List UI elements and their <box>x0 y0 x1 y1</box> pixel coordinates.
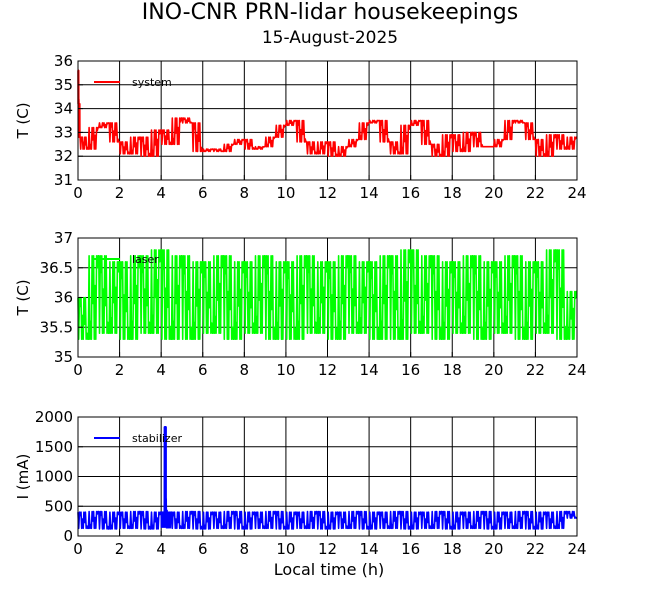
x-tick-label: 2 <box>115 361 125 379</box>
x-tick-label: 4 <box>156 184 166 202</box>
x-tick-label: 0 <box>73 184 83 202</box>
y-tick-label: 32 <box>54 147 73 165</box>
x-tick-label: 4 <box>156 540 166 558</box>
x-tick-label: 12 <box>318 361 337 379</box>
x-tick-label: 8 <box>240 184 250 202</box>
x-tick-label: 14 <box>360 361 379 379</box>
x-tick-label: 18 <box>443 540 462 558</box>
y-tick-label: 35 <box>54 76 73 94</box>
y-axis-label: I (mA) <box>14 454 32 500</box>
chart-subtitle: 15-August-2025 <box>261 28 399 48</box>
y-tick-label: 31 <box>54 171 73 189</box>
x-tick-label: 0 <box>73 361 83 379</box>
x-tick-label: 14 <box>360 540 379 558</box>
x-tick-label: 20 <box>484 540 503 558</box>
x-tick-label: 24 <box>567 361 586 379</box>
y-tick-label: 2000 <box>35 408 73 426</box>
system-series-line <box>77 69 578 157</box>
x-tick-label: 22 <box>526 184 545 202</box>
x-tick-label: 20 <box>484 184 503 202</box>
y-tick-label: 37 <box>54 229 73 247</box>
x-tick-label: 0 <box>73 540 83 558</box>
y-tick-label: 1500 <box>35 438 73 456</box>
x-tick-label: 14 <box>360 184 379 202</box>
y-tick-label: 33 <box>54 123 73 141</box>
x-tick-label: 10 <box>276 540 295 558</box>
x-tick-label: 6 <box>198 184 208 202</box>
x-tick-label: 8 <box>240 361 250 379</box>
stabilizer-series-line <box>77 426 578 530</box>
y-tick-label: 36 <box>54 289 73 307</box>
y-tick-label: 1000 <box>35 468 73 486</box>
y-tick-label: 35.5 <box>40 318 73 336</box>
laser-series-line <box>77 249 578 341</box>
y-tick-label: 0 <box>63 527 73 545</box>
x-tick-label: 8 <box>240 540 250 558</box>
y-tick-label: 36 <box>54 52 73 70</box>
legend-label-system: system <box>132 76 172 89</box>
x-tick-label: 2 <box>115 540 125 558</box>
x-tick-label: 4 <box>156 361 166 379</box>
x-tick-label: 10 <box>276 361 295 379</box>
x-tick-label: 16 <box>401 540 420 558</box>
chart-title: INO-CNR PRN-lidar housekeepings <box>141 0 519 25</box>
x-tick-label: 16 <box>401 361 420 379</box>
y-tick-label: 35 <box>54 348 73 366</box>
y-tick-label: 34 <box>54 100 73 118</box>
y-tick-label: 500 <box>44 497 73 515</box>
x-tick-label: 6 <box>198 361 208 379</box>
x-tick-label: 22 <box>526 361 545 379</box>
legend-label-stabilizer: stabilizer <box>132 432 182 445</box>
x-tick-label: 22 <box>526 540 545 558</box>
x-tick-label: 2 <box>115 184 125 202</box>
y-axis-label: T (C) <box>14 279 32 316</box>
y-tick-label: 36.5 <box>40 259 73 277</box>
x-tick-label: 20 <box>484 361 503 379</box>
y-axis-label: T (C) <box>14 102 32 139</box>
x-tick-label: 18 <box>443 184 462 202</box>
x-tick-label: 12 <box>318 184 337 202</box>
x-tick-label: 18 <box>443 361 462 379</box>
x-tick-label: 10 <box>276 184 295 202</box>
x-tick-label: 24 <box>567 540 586 558</box>
x-tick-label: 6 <box>198 540 208 558</box>
x-tick-label: 16 <box>401 184 420 202</box>
x-tick-label: 24 <box>567 184 586 202</box>
x-tick-label: 12 <box>318 540 337 558</box>
x-axis-label: Local time (h) <box>274 560 384 579</box>
legend-label-laser: laser <box>132 253 159 266</box>
